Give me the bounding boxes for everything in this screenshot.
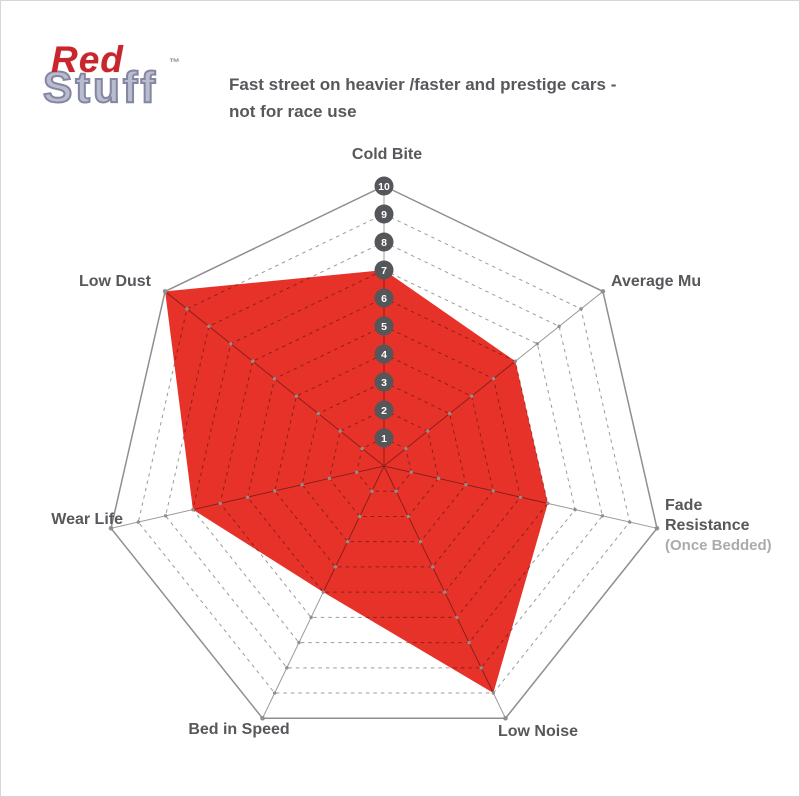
axis-label-text: Fade Resistance bbox=[665, 497, 750, 534]
axis-label-fade-resistance: Fade Resistance (Once Bedded) bbox=[665, 496, 772, 556]
scale-tick-circle bbox=[374, 372, 394, 392]
axis-label-text: Low Noise bbox=[497, 723, 578, 740]
scale-tick-circle bbox=[374, 232, 394, 252]
scale-tick-label: 10 bbox=[378, 181, 390, 193]
logo-stuff-text: Stuff bbox=[42, 62, 159, 113]
scale-tick-circle bbox=[374, 316, 394, 336]
scale-tick-circle bbox=[374, 288, 394, 308]
axis-label-text: Cold Bite bbox=[351, 146, 423, 163]
axis-label-text: Bed in Speed bbox=[188, 721, 290, 738]
scale-tick-label: 5 bbox=[381, 321, 387, 333]
axis-label-low-noise: Low Noise bbox=[478, 722, 598, 742]
logo-red-text: Red bbox=[51, 39, 124, 80]
axis-label-bed-in-speed: Bed in Speed bbox=[169, 720, 309, 740]
axis-label-average-mu: Average Mu bbox=[611, 272, 771, 292]
scale-tick-label: 2 bbox=[381, 405, 387, 417]
scale-tick-circle bbox=[374, 176, 394, 196]
scale-ticks: 1 2 3 4 5 6 7 8 9 10 bbox=[374, 176, 394, 448]
subtitle-line2: not for race use bbox=[229, 102, 357, 121]
trademark-symbol: ™ bbox=[169, 57, 180, 69]
scale-tick-label: 9 bbox=[381, 209, 387, 221]
axis-label-text: Wear Life bbox=[51, 511, 123, 528]
axis-sublabel-text: (Once Bedded) bbox=[665, 537, 772, 554]
scale-tick-label: 8 bbox=[381, 237, 387, 249]
redstuff-logo: Stuff Red ™ bbox=[42, 37, 193, 132]
axis-label-wear-life: Wear Life bbox=[13, 510, 123, 530]
axis-label-text: Low Dust bbox=[79, 273, 151, 290]
axis-label-cold-bite: Cold Bite bbox=[317, 145, 457, 165]
chart-subtitle: Fast street on heavier /faster and prest… bbox=[229, 71, 689, 125]
data-polygon bbox=[165, 270, 548, 694]
scale-tick-circle bbox=[374, 204, 394, 224]
axis-label-text: Average Mu bbox=[611, 273, 702, 290]
scale-tick-label: 7 bbox=[381, 265, 387, 277]
scale-tick-circle bbox=[374, 400, 394, 420]
subtitle-line1: Fast street on heavier /faster and prest… bbox=[229, 75, 617, 94]
scale-tick-label: 1 bbox=[381, 433, 387, 445]
scale-tick-circle bbox=[374, 428, 394, 448]
radar-grid bbox=[110, 185, 658, 720]
scale-tick-circle bbox=[374, 260, 394, 280]
scale-tick-circle bbox=[374, 344, 394, 364]
scale-tick-label: 3 bbox=[381, 377, 387, 389]
scale-tick-label: 6 bbox=[381, 293, 387, 305]
axis-label-low-dust: Low Dust bbox=[41, 272, 151, 292]
scale-tick-label: 4 bbox=[381, 349, 387, 361]
